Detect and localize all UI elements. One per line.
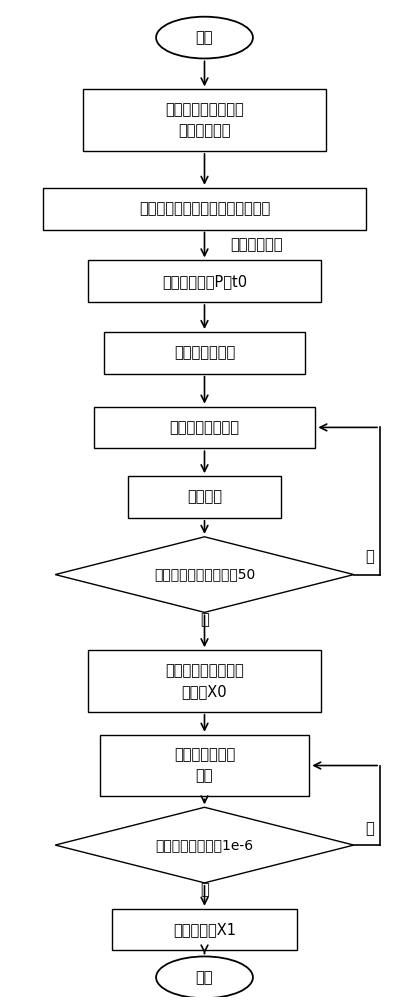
Polygon shape	[55, 807, 354, 883]
Ellipse shape	[156, 17, 253, 58]
Text: 是: 是	[200, 612, 209, 627]
FancyBboxPatch shape	[43, 188, 366, 230]
FancyBboxPatch shape	[103, 332, 306, 374]
Ellipse shape	[156, 956, 253, 998]
Text: 遗传操作: 遗传操作	[187, 490, 222, 505]
FancyBboxPatch shape	[94, 407, 315, 448]
FancyBboxPatch shape	[112, 909, 297, 950]
Text: 根据信号的调制方式
建立信号模型: 根据信号的调制方式 建立信号模型	[165, 102, 244, 138]
Text: 结束: 结束	[196, 970, 213, 985]
Text: 是: 是	[200, 882, 209, 897]
Text: 否: 否	[366, 549, 374, 564]
Text: 绝对误差是否小于1e-6: 绝对误差是否小于1e-6	[155, 838, 254, 852]
Text: 得到最小值搜索法的
初始点X0: 得到最小值搜索法的 初始点X0	[165, 663, 244, 699]
Text: 计算个体的绝对
误差: 计算个体的绝对 误差	[174, 748, 235, 784]
Text: 是否达到最大迭代次数50: 是否达到最大迭代次数50	[154, 568, 255, 582]
Text: 开始: 开始	[196, 30, 213, 45]
Text: 根据信号特性: 根据信号特性	[231, 237, 283, 252]
FancyBboxPatch shape	[128, 476, 281, 518]
Polygon shape	[55, 537, 354, 612]
FancyBboxPatch shape	[88, 260, 321, 302]
Text: 返回最优值X1: 返回最优值X1	[173, 922, 236, 937]
Text: 预估计出参数P和t0: 预估计出参数P和t0	[162, 274, 247, 289]
Text: 随机化初始种群: 随机化初始种群	[174, 345, 235, 360]
Text: 计算个体适应度值: 计算个体适应度值	[169, 420, 240, 435]
Text: 否: 否	[366, 821, 374, 836]
Text: 求出估计参数的联合最大似然函数: 求出估计参数的联合最大似然函数	[139, 201, 270, 216]
FancyBboxPatch shape	[100, 735, 309, 796]
FancyBboxPatch shape	[83, 89, 326, 151]
FancyBboxPatch shape	[88, 650, 321, 712]
